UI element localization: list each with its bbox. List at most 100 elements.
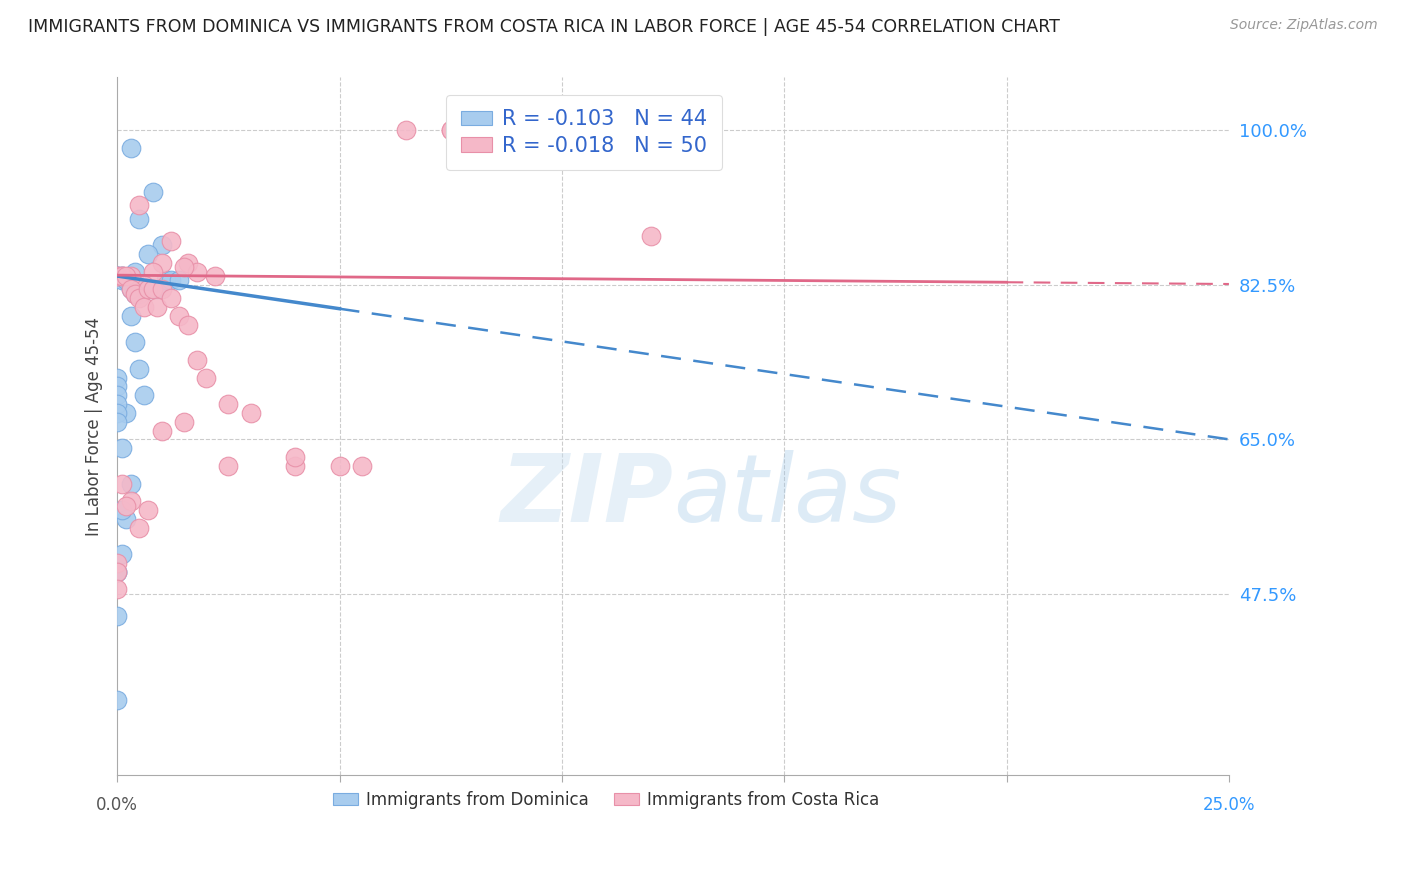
Point	[142, 282, 165, 296]
Point	[150, 282, 173, 296]
Point	[128, 211, 150, 226]
Point	[177, 318, 200, 332]
Point	[111, 268, 134, 283]
Point	[105, 268, 128, 283]
Point	[105, 268, 128, 283]
Point	[132, 300, 155, 314]
Text: IMMIGRANTS FROM DOMINICA VS IMMIGRANTS FROM COSTA RICA IN LABOR FORCE | AGE 45-5: IMMIGRANTS FROM DOMINICA VS IMMIGRANTS F…	[28, 18, 1060, 36]
Point	[111, 476, 134, 491]
Point	[136, 503, 159, 517]
Point	[105, 693, 128, 707]
Point	[111, 273, 134, 287]
Point	[111, 503, 134, 517]
Text: Source: ZipAtlas.com: Source: ZipAtlas.com	[1230, 18, 1378, 32]
Point	[440, 123, 463, 137]
Text: 0.0%: 0.0%	[96, 796, 138, 814]
Point	[128, 361, 150, 376]
Point	[204, 268, 226, 283]
Point	[328, 458, 350, 473]
Point	[124, 335, 146, 350]
Legend: Immigrants from Dominica, Immigrants from Costa Rica: Immigrants from Dominica, Immigrants fro…	[326, 784, 886, 815]
Point	[132, 388, 155, 402]
Point	[128, 286, 150, 301]
Point	[120, 282, 142, 296]
Point	[105, 608, 128, 623]
Point	[195, 370, 218, 384]
Point	[120, 282, 142, 296]
Point	[105, 406, 128, 420]
Point	[169, 273, 191, 287]
Y-axis label: In Labor Force | Age 45-54: In Labor Force | Age 45-54	[86, 317, 103, 535]
Point	[115, 273, 138, 287]
Point	[115, 268, 138, 283]
Point	[142, 282, 165, 296]
Point	[128, 291, 150, 305]
Point	[239, 406, 262, 420]
Point	[142, 185, 165, 199]
Point	[136, 282, 159, 296]
Point	[136, 282, 159, 296]
Point	[111, 441, 134, 455]
Text: ZIP: ZIP	[501, 450, 673, 541]
Point	[142, 265, 165, 279]
Point	[105, 565, 128, 579]
Point	[146, 282, 169, 296]
Point	[124, 286, 146, 301]
Point	[146, 300, 169, 314]
Point	[136, 247, 159, 261]
Text: atlas: atlas	[673, 450, 901, 541]
Point	[150, 424, 173, 438]
Point	[105, 565, 128, 579]
Point	[159, 273, 181, 287]
Point	[284, 458, 307, 473]
Point	[159, 234, 181, 248]
Point	[128, 521, 150, 535]
Point	[150, 238, 173, 252]
Point	[169, 309, 191, 323]
Point	[186, 265, 208, 279]
Point	[105, 397, 128, 411]
Point	[111, 268, 134, 283]
Point	[350, 458, 373, 473]
Point	[120, 476, 142, 491]
Point	[115, 499, 138, 513]
Point	[155, 273, 177, 287]
Point	[105, 370, 128, 384]
Point	[124, 286, 146, 301]
Point	[395, 123, 418, 137]
Point	[115, 512, 138, 526]
Point	[120, 268, 142, 283]
Point	[105, 556, 128, 570]
Point	[120, 494, 142, 508]
Point	[115, 273, 138, 287]
Point	[173, 260, 195, 275]
Point	[640, 229, 662, 244]
Point	[173, 415, 195, 429]
Point	[217, 458, 239, 473]
Point	[120, 141, 142, 155]
Point	[124, 265, 146, 279]
Point	[440, 123, 463, 137]
Point	[105, 565, 128, 579]
Point	[105, 268, 128, 283]
Text: 25.0%: 25.0%	[1202, 796, 1256, 814]
Point	[111, 268, 134, 283]
Point	[186, 352, 208, 367]
Point	[217, 397, 239, 411]
Point	[105, 415, 128, 429]
Point	[105, 582, 128, 597]
Point	[105, 268, 128, 283]
Point	[105, 388, 128, 402]
Point	[461, 123, 484, 137]
Point	[150, 256, 173, 270]
Point	[111, 268, 134, 283]
Point	[115, 406, 138, 420]
Point	[177, 256, 200, 270]
Point	[132, 277, 155, 292]
Point	[120, 309, 142, 323]
Point	[111, 547, 134, 561]
Point	[128, 198, 150, 212]
Point	[132, 282, 155, 296]
Point	[284, 450, 307, 464]
Point	[105, 379, 128, 393]
